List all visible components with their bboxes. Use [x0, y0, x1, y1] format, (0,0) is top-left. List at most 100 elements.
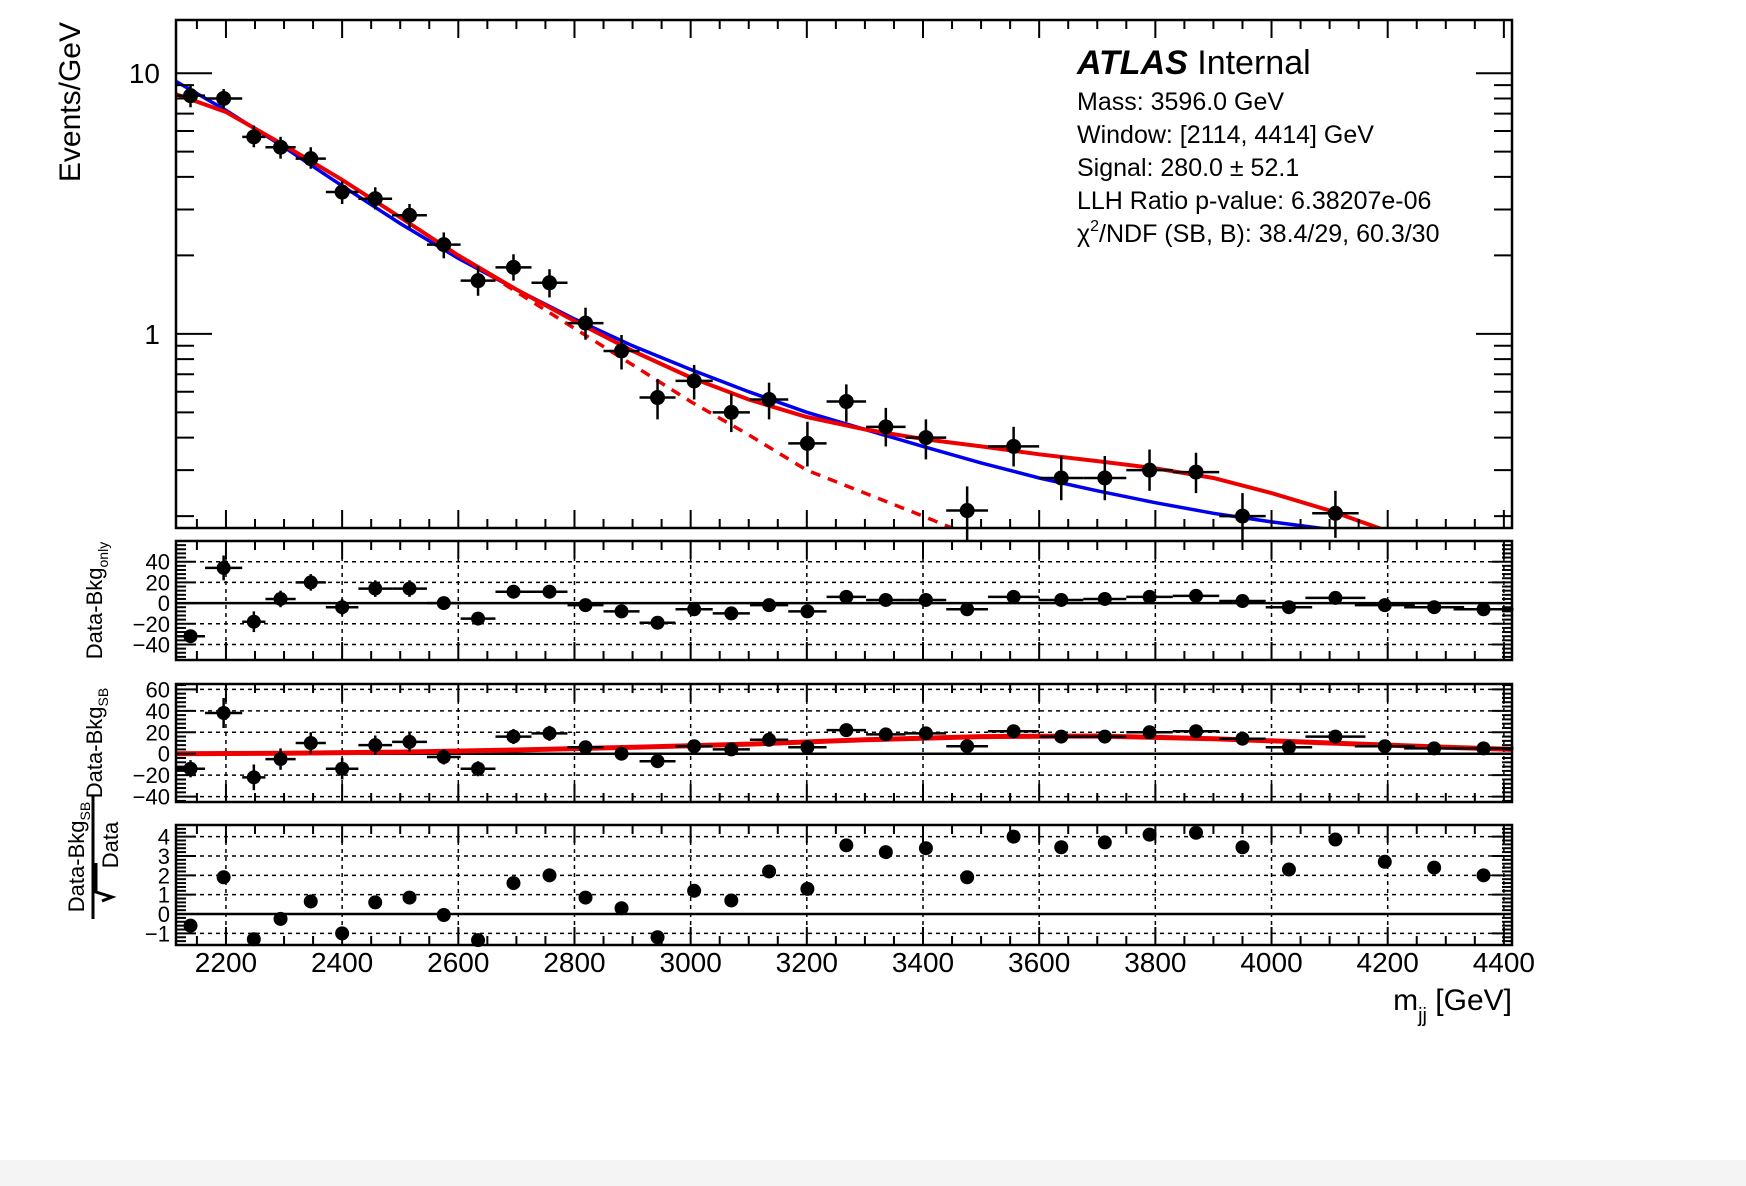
residual-point — [325, 598, 359, 616]
residual-point-marker — [402, 581, 417, 596]
residual-point-marker — [471, 761, 486, 776]
x-tick-label: 3600 — [1008, 947, 1070, 978]
data-point — [358, 187, 393, 210]
residual-point — [506, 876, 521, 891]
x-tick-label: 2200 — [195, 947, 257, 978]
data-point-marker — [402, 207, 418, 223]
residual-point — [839, 838, 854, 853]
bottom-band — [0, 1160, 1746, 1186]
residual-point — [303, 894, 318, 909]
data-point-marker — [470, 273, 486, 289]
data-point-marker — [1327, 505, 1343, 521]
x-tick-label: 2600 — [427, 947, 489, 978]
data-point — [495, 254, 532, 281]
x-tick-label: 3000 — [660, 947, 722, 978]
y-tick-label: 20 — [146, 570, 170, 595]
y-tick-label: −1 — [145, 921, 170, 946]
residual-point — [295, 574, 326, 591]
residual-point — [426, 749, 461, 765]
residual-point-marker — [1054, 840, 1069, 855]
residual-point — [724, 893, 739, 908]
data-point — [265, 136, 296, 159]
residual-point-marker — [335, 600, 350, 615]
legend-chi2-sup: 2 — [1090, 218, 1099, 235]
residual-point — [762, 864, 777, 879]
residual-point — [542, 868, 557, 883]
residual-point — [988, 724, 1040, 739]
residual-point-marker — [368, 738, 383, 753]
residual-point — [295, 732, 326, 754]
y-axis-label-denominator: Data — [98, 821, 123, 868]
residual-point-marker — [1189, 724, 1204, 739]
data-point — [1039, 456, 1084, 501]
residual-point-marker — [1054, 729, 1069, 744]
residual-point-marker — [471, 611, 486, 626]
data-point-marker — [878, 419, 894, 435]
residual-point — [358, 580, 393, 597]
y-axis-label-sub: SB — [95, 688, 111, 707]
residual-point — [1354, 598, 1415, 613]
sb-background-component-line — [457, 253, 957, 528]
residual-point-marker — [1328, 729, 1343, 744]
main-frame — [174, 18, 1514, 530]
y-tick-label: −40 — [133, 785, 170, 810]
residual-point-marker — [918, 841, 933, 856]
residual-point — [531, 725, 568, 741]
x-tick-label: 4000 — [1240, 947, 1302, 978]
residual-point — [325, 758, 359, 780]
residual-point — [567, 740, 604, 755]
sqrt-sign — [94, 863, 117, 903]
residual-point — [1083, 591, 1127, 606]
residual-panel-frame — [174, 539, 1514, 662]
residual-point-marker — [303, 736, 318, 750]
residual-point — [905, 726, 947, 741]
x-tick-label: 4400 — [1473, 947, 1535, 978]
residual-point-marker — [762, 598, 777, 613]
residual-point-marker — [578, 890, 593, 905]
main-panel: 10 1 Events/GeV ATLAS Internal Mass: 3596… — [54, 18, 1514, 542]
y-axis-label-sub: SB — [77, 802, 93, 821]
residual-point — [1354, 739, 1415, 754]
y-axis-label-main: Data-Bkg — [82, 706, 107, 798]
data-point — [1083, 456, 1127, 501]
residual-point-marker — [1097, 835, 1112, 850]
y-axis-label-numerator: Data-BkgSB — [64, 802, 93, 912]
residual-point — [639, 754, 676, 769]
residual-point-marker — [1006, 829, 1021, 844]
y-tick-label: 4 — [158, 825, 170, 850]
data-point — [325, 181, 359, 204]
residual-point-marker — [273, 752, 288, 767]
residual-point-marker — [1427, 600, 1442, 615]
residual-point-marker — [183, 761, 198, 776]
residual-point-marker — [1142, 589, 1157, 604]
residual-point — [1305, 729, 1366, 744]
residual-point — [603, 604, 640, 619]
residual-point — [749, 598, 789, 613]
data-point-marker — [1006, 438, 1022, 454]
data-point-marker — [959, 503, 975, 519]
residual-point-marker — [800, 740, 815, 755]
residual-point — [826, 589, 867, 604]
data-point-marker — [246, 129, 262, 145]
residual-panel-frame — [174, 682, 1514, 804]
residual-point-marker — [614, 901, 629, 916]
residual-point — [216, 870, 231, 885]
residual-point — [368, 895, 383, 910]
residual-point-marker — [1142, 827, 1157, 842]
residual-point — [1305, 590, 1366, 605]
residual-point-marker — [368, 895, 383, 910]
residual-point-marker — [436, 596, 451, 611]
data-point — [567, 307, 604, 340]
x-tick-label: 3200 — [776, 947, 838, 978]
residual-point-marker — [918, 592, 933, 607]
residual-point — [1265, 740, 1313, 755]
y-tick-label: −40 — [133, 632, 170, 657]
x-axis-label-main: m — [1393, 984, 1418, 1017]
data-point-marker — [686, 373, 702, 389]
residual-point-marker — [1377, 739, 1392, 754]
data-point — [205, 88, 243, 109]
residual-point — [675, 602, 713, 617]
